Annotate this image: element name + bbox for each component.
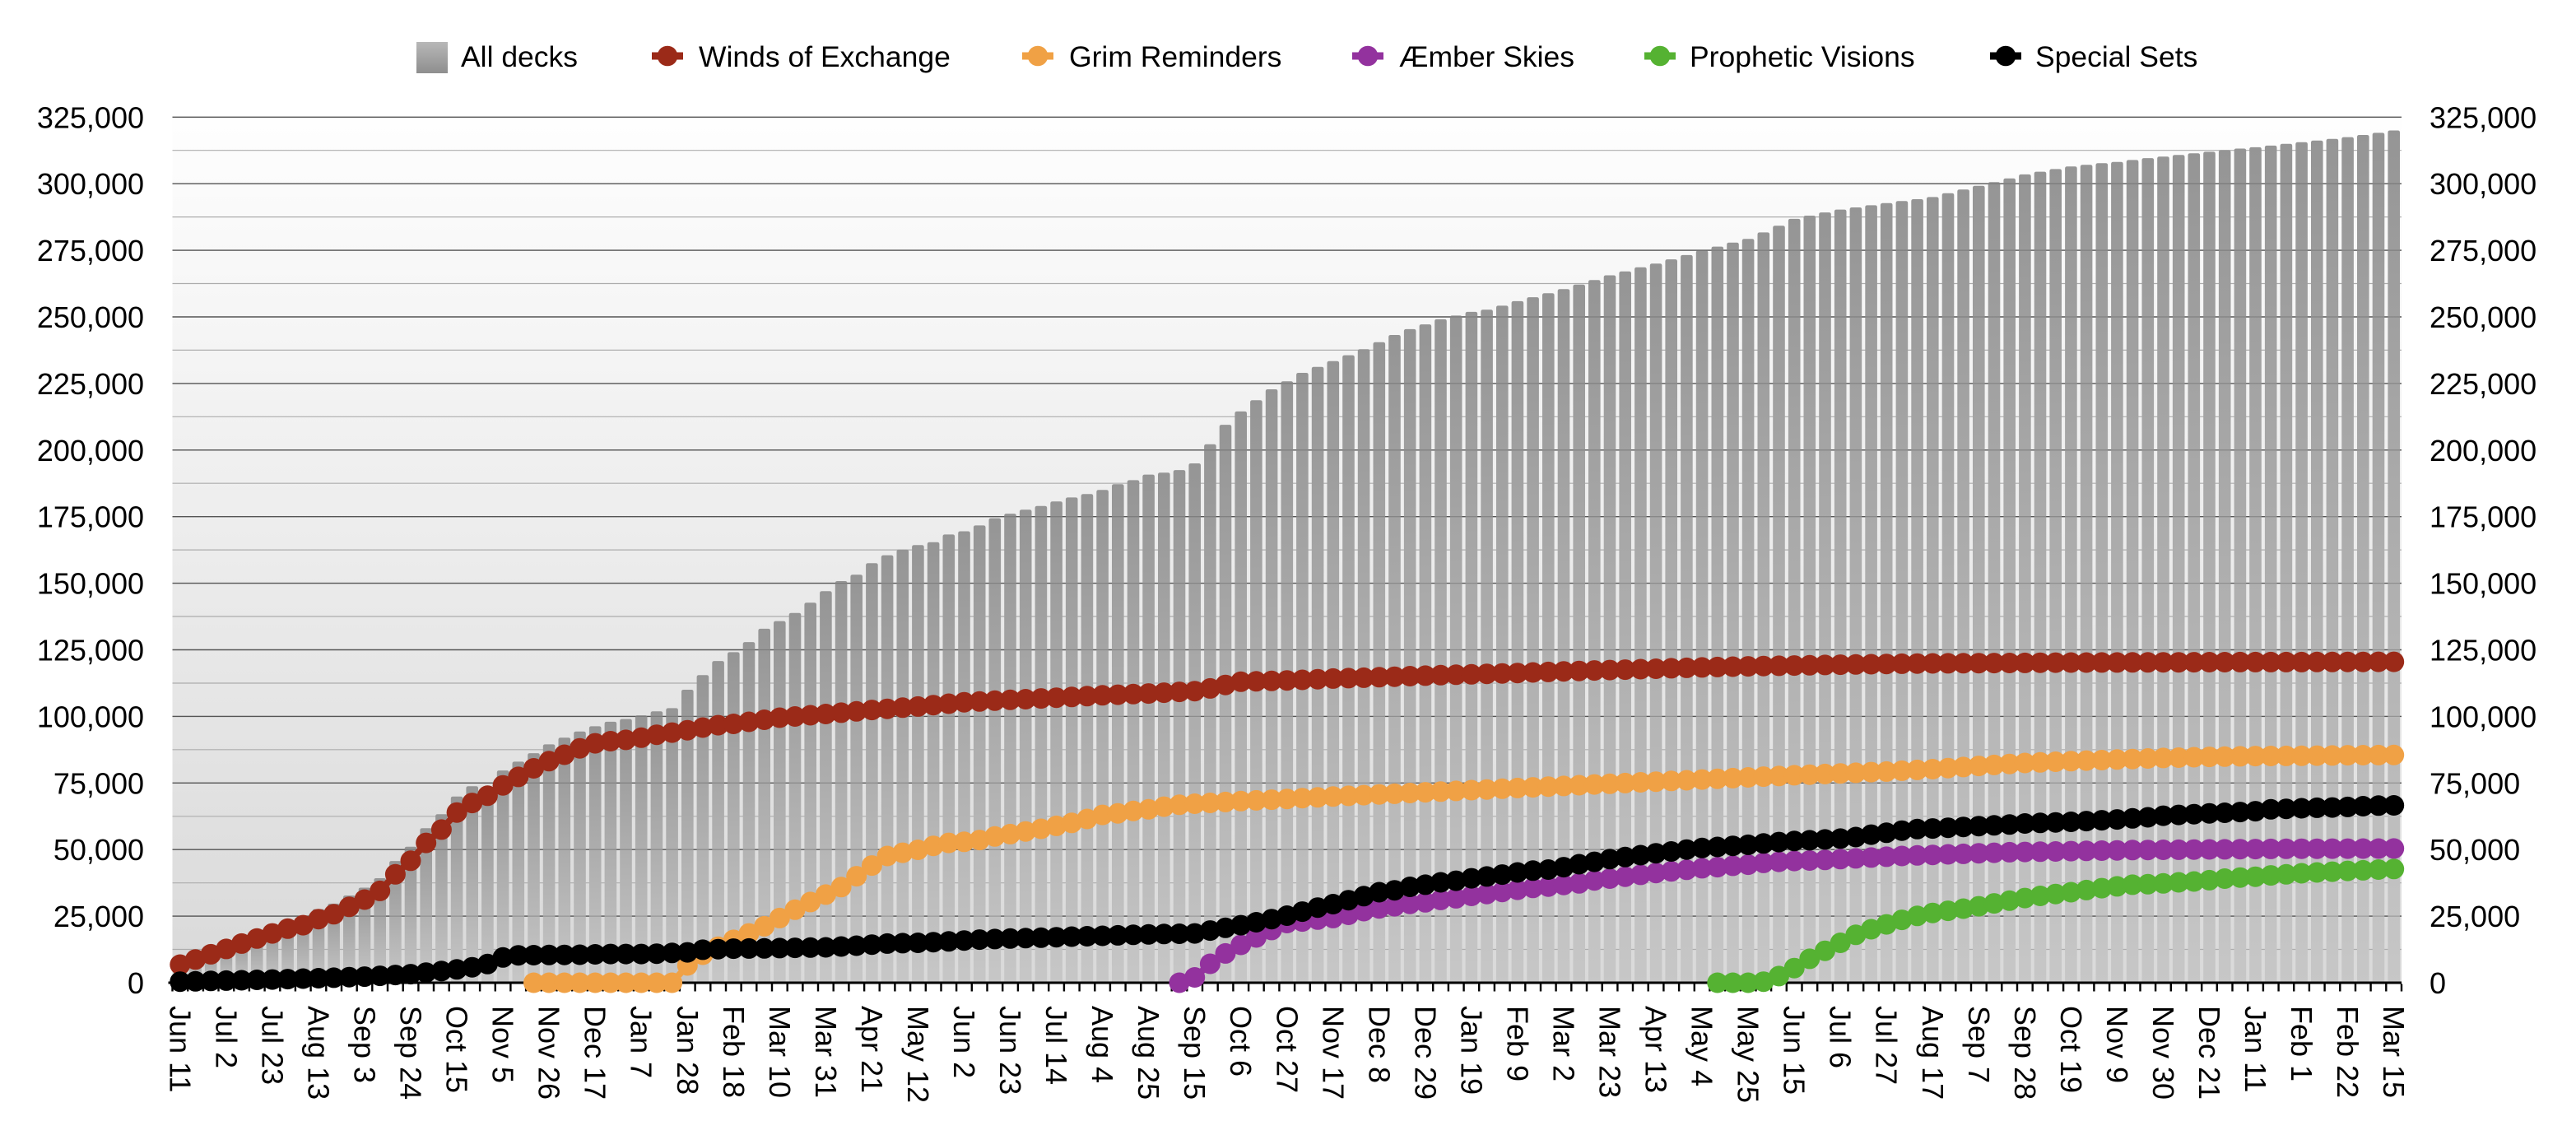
svg-text:250,000: 250,000	[37, 300, 144, 334]
svg-text:325,000: 325,000	[37, 100, 144, 134]
svg-text:Nov 9: Nov 9	[2100, 1006, 2134, 1083]
svg-text:25,000: 25,000	[53, 900, 144, 933]
svg-text:Special Sets: Special Sets	[2035, 40, 2197, 73]
svg-text:Apr 21: Apr 21	[855, 1006, 889, 1093]
svg-text:Grim Reminders: Grim Reminders	[1069, 40, 1281, 73]
svg-text:Nov 5: Nov 5	[486, 1006, 520, 1083]
svg-text:Jan 7: Jan 7	[625, 1006, 658, 1078]
svg-text:Aug 4: Aug 4	[1086, 1006, 1119, 1083]
svg-text:175,000: 175,000	[2430, 500, 2536, 534]
svg-text:Jun 23: Jun 23	[993, 1006, 1027, 1095]
svg-text:Sep 3: Sep 3	[348, 1006, 382, 1083]
svg-text:0: 0	[2430, 966, 2446, 1000]
svg-text:Feb 1: Feb 1	[2285, 1006, 2318, 1082]
svg-text:Nov 30: Nov 30	[2146, 1006, 2180, 1100]
svg-text:75,000: 75,000	[53, 766, 144, 800]
svg-text:Oct 15: Oct 15	[440, 1006, 474, 1093]
svg-text:50,000: 50,000	[53, 833, 144, 867]
svg-text:Jan 28: Jan 28	[671, 1006, 704, 1095]
svg-text:All decks: All decks	[461, 40, 578, 73]
svg-text:Dec 21: Dec 21	[2192, 1006, 2226, 1100]
svg-text:Aug 13: Aug 13	[302, 1006, 336, 1100]
svg-text:Æmber Skies: Æmber Skies	[1399, 40, 1574, 73]
svg-text:Mar 2: Mar 2	[1547, 1006, 1581, 1082]
svg-text:300,000: 300,000	[2430, 167, 2536, 201]
svg-text:Nov 17: Nov 17	[1316, 1006, 1350, 1100]
svg-text:Jul 27: Jul 27	[1870, 1006, 1904, 1085]
svg-text:Feb 9: Feb 9	[1500, 1006, 1534, 1082]
svg-text:Jul 2: Jul 2	[209, 1006, 243, 1068]
svg-text:Jul 6: Jul 6	[1824, 1006, 1858, 1068]
svg-text:125,000: 125,000	[2430, 634, 2536, 668]
svg-text:Nov 26: Nov 26	[532, 1006, 566, 1100]
svg-text:Oct 19: Oct 19	[2054, 1006, 2088, 1093]
svg-text:Jul 23: Jul 23	[255, 1006, 289, 1085]
svg-text:Sep 7: Sep 7	[1962, 1006, 1996, 1083]
svg-text:Oct 27: Oct 27	[1270, 1006, 1304, 1093]
svg-text:Mar 15: Mar 15	[2377, 1006, 2411, 1098]
svg-text:May 4: May 4	[1686, 1006, 1719, 1086]
svg-text:275,000: 275,000	[37, 234, 144, 267]
svg-text:Sep 28: Sep 28	[2008, 1006, 2042, 1100]
svg-text:150,000: 150,000	[37, 567, 144, 601]
svg-text:May 25: May 25	[1732, 1006, 1765, 1103]
svg-text:125,000: 125,000	[37, 634, 144, 668]
svg-text:Aug 17: Aug 17	[1916, 1006, 1950, 1100]
svg-text:Dec 8: Dec 8	[1362, 1006, 1396, 1083]
svg-text:Feb 18: Feb 18	[717, 1006, 751, 1098]
svg-text:Feb 22: Feb 22	[2331, 1006, 2364, 1098]
svg-text:Jun 2: Jun 2	[947, 1006, 981, 1078]
svg-text:May 12: May 12	[901, 1006, 935, 1103]
svg-text:Prophetic Visions: Prophetic Visions	[1690, 40, 1915, 73]
svg-text:Jan 11: Jan 11	[2239, 1006, 2272, 1092]
svg-text:Mar 10: Mar 10	[763, 1006, 797, 1098]
svg-text:225,000: 225,000	[2430, 367, 2536, 401]
svg-text:100,000: 100,000	[2430, 700, 2536, 733]
svg-text:50,000: 50,000	[2430, 833, 2520, 867]
svg-text:Sep 15: Sep 15	[1178, 1006, 1211, 1100]
svg-text:200,000: 200,000	[37, 434, 144, 467]
svg-text:Aug 25: Aug 25	[1132, 1006, 1165, 1100]
svg-text:325,000: 325,000	[2430, 100, 2536, 134]
svg-text:Mar 23: Mar 23	[1593, 1006, 1627, 1098]
svg-text:Jan 19: Jan 19	[1454, 1006, 1488, 1095]
svg-text:150,000: 150,000	[2430, 567, 2536, 601]
svg-text:25,000: 25,000	[2430, 900, 2520, 933]
svg-text:Dec 29: Dec 29	[1408, 1006, 1442, 1100]
svg-text:Mar 31: Mar 31	[809, 1006, 843, 1098]
svg-text:275,000: 275,000	[2430, 234, 2536, 267]
svg-text:75,000: 75,000	[2430, 766, 2520, 800]
svg-text:300,000: 300,000	[37, 167, 144, 201]
svg-text:Oct 6: Oct 6	[1224, 1006, 1258, 1077]
svg-text:Apr 13: Apr 13	[1639, 1006, 1673, 1093]
svg-text:250,000: 250,000	[2430, 300, 2536, 334]
svg-text:175,000: 175,000	[37, 500, 144, 534]
svg-text:Jun 11: Jun 11	[163, 1006, 197, 1092]
svg-text:Sep 24: Sep 24	[394, 1006, 428, 1100]
svg-text:Winds of Exchange: Winds of Exchange	[699, 40, 951, 73]
svg-text:Jun 15: Jun 15	[1778, 1006, 1811, 1095]
svg-text:Dec 17: Dec 17	[579, 1006, 612, 1100]
svg-text:0: 0	[128, 966, 144, 1000]
svg-text:225,000: 225,000	[37, 367, 144, 401]
svg-text:Jul 14: Jul 14	[1039, 1006, 1073, 1085]
svg-text:200,000: 200,000	[2430, 434, 2536, 467]
svg-text:100,000: 100,000	[37, 700, 144, 733]
